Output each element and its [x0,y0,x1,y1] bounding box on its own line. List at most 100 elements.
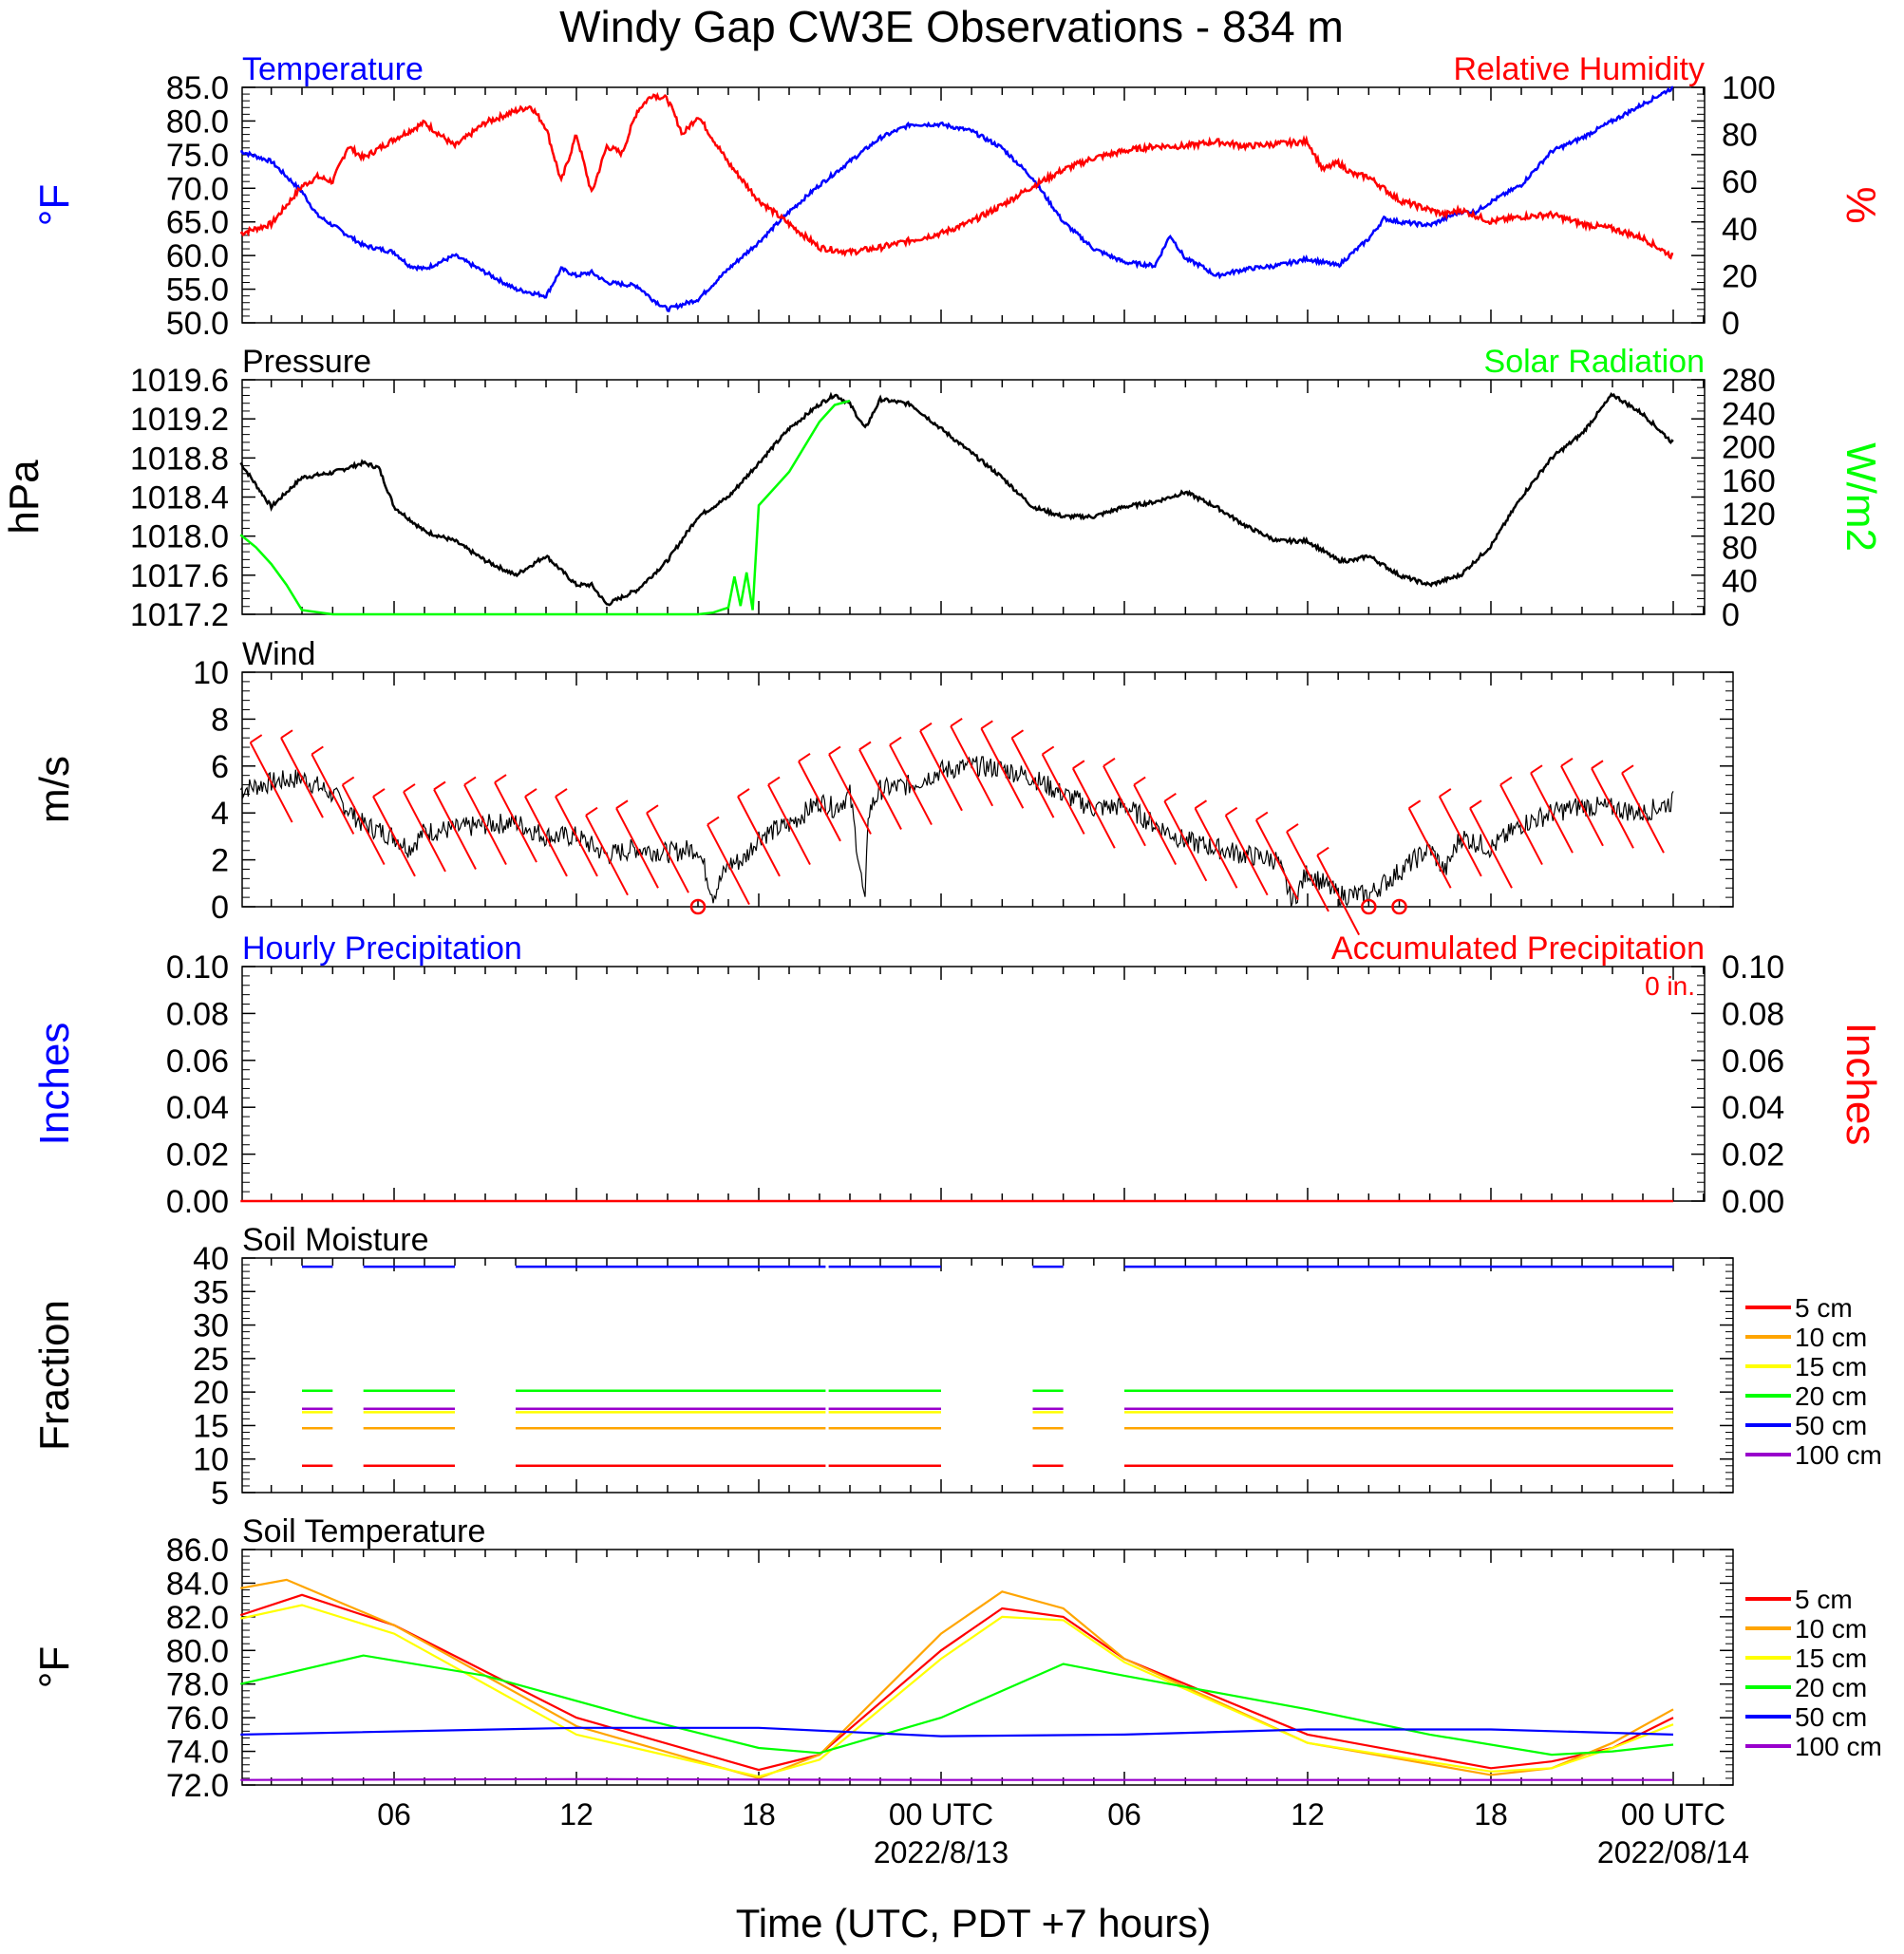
x-tick-label: 12 [559,1797,594,1832]
wind-barb-feather [555,788,568,798]
y-left-tick-label: 0.00 [166,1184,229,1220]
series-line-right [239,91,1674,260]
y-left-tick-label: 1017.2 [130,597,229,633]
legend-label: 5 cm [1795,1293,1853,1323]
wind-barb [919,730,963,812]
y-left-tick-label: 0.06 [166,1043,229,1080]
wind-barb [1560,765,1604,847]
wind-barb-feather [403,783,416,793]
y-left-tick-label: 6 [211,749,229,785]
y-axis-label-right: Inches [1838,1023,1884,1146]
panel-pressure_solar: 1019.61019.21018.81018.41018.01017.61017… [1,344,1884,633]
y-left-tick-label: 72.0 [166,1768,229,1804]
plot-frame [241,1257,1734,1494]
wind-barb [280,737,324,818]
wind-barb [403,791,446,873]
y-axis-label-left: Inches [31,1023,78,1146]
panel-title-right: Relative Humidity [1453,51,1705,87]
x-date-label: 2022/08/14 [1597,1835,1749,1869]
panel-title-left: Temperature [242,51,424,87]
y-left-tick-label: 40 [193,1241,229,1277]
y-left-tick-label: 20 [193,1375,229,1411]
y-right-tick-label: 0.08 [1722,996,1784,1032]
wind-barb-feather [1560,757,1574,767]
legend-label: 15 cm [1795,1644,1867,1673]
wind-barb-feather [1225,806,1238,817]
plot-frame [241,379,1706,615]
wind-barb-feather [433,780,446,791]
series-line-left [239,756,1674,908]
wind-barb [1010,737,1055,818]
y-left-tick-label: 80.0 [166,1633,229,1669]
y-right-tick-label: 0 [1722,597,1740,633]
x-tick-label: 18 [1474,1797,1508,1832]
wind-barb [1591,767,1634,849]
y-left-tick-label: 1018.8 [130,441,229,477]
wind-barb-feather [1163,793,1177,802]
legend-label: 15 cm [1795,1352,1867,1381]
x-tick-label: 00 UTC [1621,1797,1725,1832]
wind-barb-feather [311,745,324,756]
x-tick-label: 00 UTC [889,1797,993,1832]
y-left-tick-label: 10 [193,1442,229,1478]
x-tick-label: 06 [377,1797,411,1832]
soil-temp-line-50-cm [240,1726,1674,1738]
y-right-tick-label: 160 [1722,463,1776,499]
y-left-tick-label: 86.0 [166,1532,229,1569]
y-left-tick-label: 80.0 [166,103,229,140]
wind-barb-feather [1255,811,1269,821]
panel-title-left: Pressure [242,344,371,380]
y-left-tick-label: 1018.4 [130,480,229,517]
y-left-tick-label: 30 [193,1308,229,1344]
precip-total-annotation: 0 in. [1645,971,1695,1001]
y-right-tick-label: 0.00 [1722,1184,1784,1220]
wind-barb [1316,855,1361,936]
y-left-tick-label: 84.0 [166,1566,229,1602]
panel-title-left: Hourly Precipitation [242,930,522,967]
soil-temp-line-5-cm [239,1593,1674,1772]
panel-title-left: Wind [242,636,315,672]
wind-barb-feather [707,816,720,826]
wind-barb-feather [342,776,355,786]
wind-barb [767,784,811,866]
y-right-tick-label: 20 [1722,258,1758,294]
x-tick-label: 12 [1291,1797,1325,1832]
y-left-tick-label: 74.0 [166,1735,229,1771]
wind-barb [1254,819,1299,901]
soil-temp-line-15-cm [240,1604,1674,1778]
series-line-left [239,391,1674,607]
y-left-tick-label: 2 [211,843,229,879]
y-left-tick-label: 35 [193,1274,229,1310]
wind-barb-feather [615,799,629,810]
wind-barb [858,749,902,830]
wind-barb [463,784,507,866]
y-left-tick-label: 65.0 [166,205,229,241]
wind-barb [372,796,416,877]
y-left-tick-label: 0.08 [166,996,229,1032]
y-right-tick-label: 40 [1722,564,1758,600]
wind-barb [433,789,477,870]
y-right-tick-label: 80 [1722,530,1758,566]
wind-barb [1530,772,1574,854]
wind-barb-feather [463,776,477,786]
panel-title-left: Soil Temperature [242,1513,485,1550]
wind-barb [950,725,994,807]
y-axis-label-left: °F [31,184,78,226]
wind-barb-feather [1133,776,1146,786]
wind-barb [524,796,568,877]
panel-soil_temperature: 86.084.082.080.078.076.074.072.0 Soil Tem… [31,1513,1882,1869]
panel-temp_rh: 85.080.075.070.065.060.055.050.0 100 80 60 4… [31,51,1884,342]
wind-barb-feather [1408,799,1422,810]
y-right-tick-label: 80 [1722,118,1758,154]
y-left-tick-label: 15 [193,1408,229,1444]
wind-barb [1224,815,1269,896]
wind-barb-feather [372,788,386,798]
panel-title-right: Solar Radiation [1484,344,1705,380]
wind-barb-feather [1621,764,1634,775]
wind-barb-feather [1286,823,1299,833]
y-left-tick-label: 78.0 [166,1667,229,1703]
